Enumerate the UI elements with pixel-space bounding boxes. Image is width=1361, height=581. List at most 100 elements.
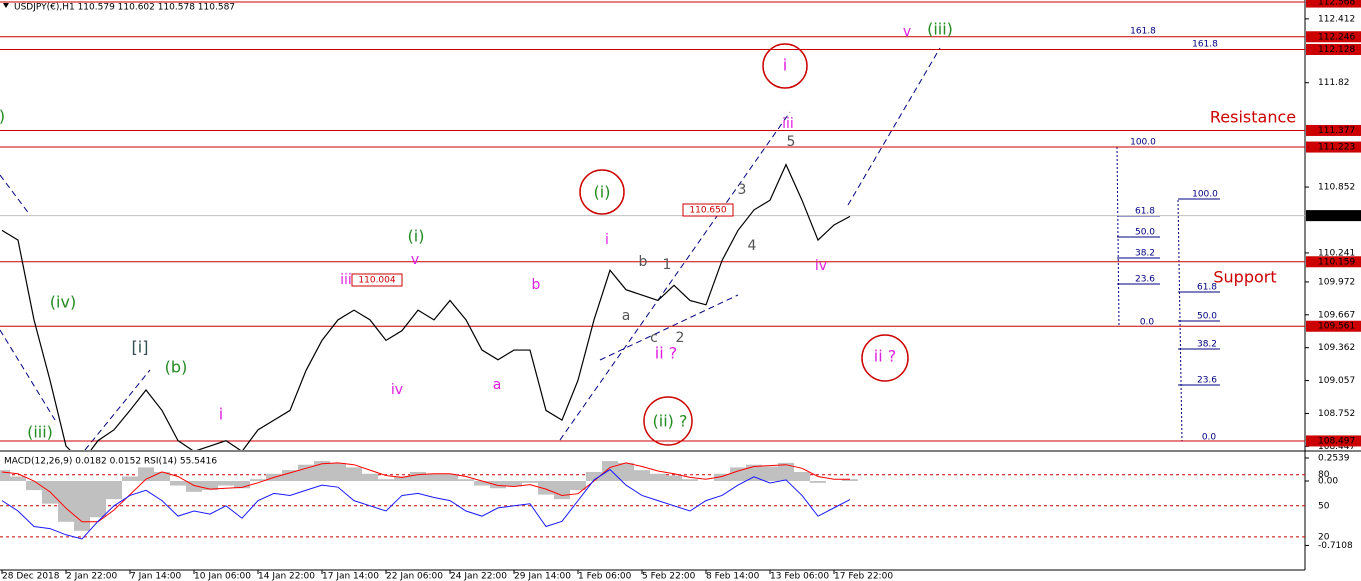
macd-bar [458,479,474,482]
x-tick-label: 24 Jan 22:00 [450,572,507,581]
price-line [1,163,851,450]
annotation: iii [782,116,794,132]
macd-bar [506,481,522,487]
macd-bar [602,461,618,482]
macd-bar [410,471,426,482]
annotation: a [622,308,631,324]
macd-bar [442,473,458,482]
macd-bar [714,473,730,482]
annotation: 23.6 [1197,376,1217,386]
macd-bar [106,481,122,500]
macd-bar [522,481,538,483]
annotation: (ii) ? [653,412,688,431]
level-label: 112.246 [1318,32,1355,42]
annotation: ii ? [874,347,896,366]
y2-tick-label: 20 [1318,532,1330,542]
level-label: 109.561 [1318,322,1355,332]
annotation: 100.0 [1192,190,1218,200]
annotation: 161.8 [1192,40,1218,50]
x-tick-label: 7 Jan 14:00 [130,572,182,581]
annotation: v [903,24,911,40]
macd-bar [682,479,698,482]
annotation: 2 [676,330,685,346]
macd-bar [0,470,10,482]
x-tick-label: 28 Dec 2018 [2,572,60,581]
y-tick-label: 108.447 [1318,442,1355,452]
chart-title: USDJPY(€),H1 110.579 110.602 110.578 110… [14,3,235,13]
macd-bar [154,471,170,482]
annotation: 110.004 [358,276,395,286]
price-tag-box [351,273,403,287]
wave-circles [579,43,909,446]
annotation: 23.6 [1135,275,1155,285]
annotation: ) [0,107,5,126]
level-box [1306,141,1361,153]
annotation: i [219,405,223,424]
macd-bar [474,481,490,486]
level-label: 108.497 [1318,436,1355,446]
x-tick-label: 5 Feb 22:00 [642,572,696,581]
macd-bar [202,481,218,491]
level-label: 111.377 [1318,126,1355,136]
macd-bar [74,481,90,531]
y-tick-label: -0.7108 [1318,541,1353,551]
macd-bar [362,473,378,482]
macd-bar [250,479,266,482]
macd-bar [650,473,666,482]
y-tick-label: 109.362 [1318,343,1355,353]
macd-bar [122,476,138,482]
y-tick-label: 111.82 [1318,78,1350,88]
annotation: (iii) [27,423,53,442]
price-plot [0,1,1305,450]
y-tick-label: 112.412 [1318,14,1355,24]
macd-bar [762,466,778,482]
price-tag-box [682,203,734,217]
macd-bar [282,470,298,482]
macd-bar [234,481,250,489]
annotation: (iii) [927,20,953,39]
annotation: v [411,252,419,268]
macd-bar [426,473,442,482]
level-box [1306,0,1361,8]
annotation: i [605,232,609,248]
annotation: 61.8 [1197,283,1217,293]
macd-bar [26,481,42,491]
macd-bar [586,471,602,482]
macd-bar [842,479,858,482]
macd-bar [170,481,186,486]
last-price-label: 110.587 [1318,211,1355,221]
annotation: 1 [663,257,672,273]
annotation: 0.0 [1202,433,1217,443]
x-tick-label: 2 Jan 22:00 [66,572,118,581]
macd-bar [730,467,746,482]
annotation: 100.0 [1130,138,1156,148]
macd-bar [570,481,586,491]
macd-bar [618,462,634,482]
indicator-title: MACD(12,26,9) 0.0182 0.0152 RSI(14) 55.5… [4,457,217,467]
macd-bar [330,462,346,482]
x-tick-label: 14 Jan 22:00 [258,572,315,581]
trend-lines [0,47,941,450]
macd-bar [794,471,810,482]
level-label: 111.223 [1318,143,1355,153]
annotation: 161.8 [1130,27,1156,37]
x-tick-label: 8 Feb 14:00 [706,572,760,581]
x-tick-label: 10 Jan 06:00 [194,572,251,581]
y-tick-label: 0.2539 [1318,453,1350,463]
annotation: (i) [594,183,611,202]
annotation: 61.8 [1135,207,1155,217]
annotation: 50.0 [1197,312,1217,322]
macd-bar [666,475,682,482]
annotation: Support [1213,268,1276,287]
annotation: 50.0 [1135,228,1155,238]
annotation: 0.0 [1140,318,1155,328]
annotation: Resistance [1210,108,1296,127]
title-arrow [3,3,9,8]
macd-bar [58,481,74,522]
annotation: 38.2 [1135,249,1155,259]
x-tick-label: 1 Feb 06:00 [578,572,632,581]
level-box [1306,43,1361,55]
last-price-box [1306,210,1361,222]
